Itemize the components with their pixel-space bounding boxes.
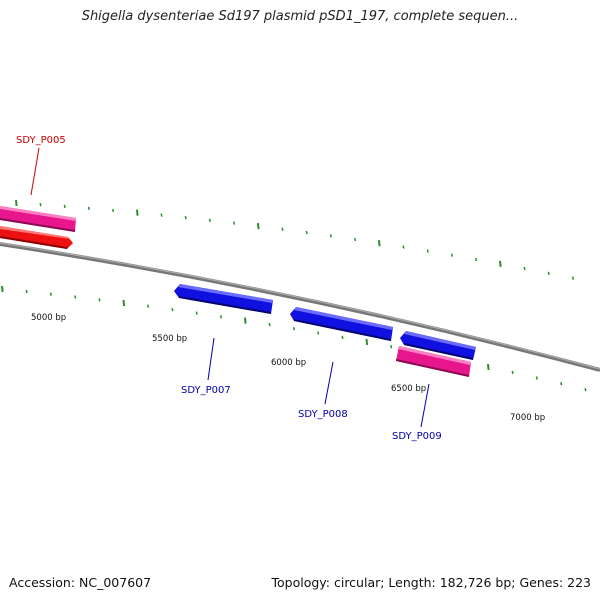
scale-label-5500: 5500 bp	[152, 334, 187, 344]
minor-tick	[511, 370, 514, 375]
minor-tick	[39, 202, 42, 207]
gene-sdy-p005[interactable]	[0, 206, 76, 232]
minor-tick	[25, 289, 28, 294]
major-tick	[244, 317, 247, 324]
minor-tick	[171, 307, 174, 312]
minor-tick	[87, 206, 90, 211]
plasmid-backbone	[0, 242, 600, 372]
minor-tick	[317, 331, 320, 335]
minor-tick	[292, 327, 295, 331]
minor-tick	[63, 204, 66, 209]
minor-tick	[547, 271, 550, 275]
minor-tick	[281, 227, 284, 231]
minor-tick	[49, 292, 52, 296]
scale-label-6000: 6000 bp	[271, 358, 306, 368]
minor-tick	[341, 335, 344, 340]
gene-label-sdy-p009[interactable]: SDY_P009	[392, 431, 442, 442]
gene-sdy-p009a[interactable]	[400, 331, 476, 360]
minor-tick	[160, 213, 163, 217]
minor-tick	[390, 345, 393, 349]
minor-tick	[98, 298, 101, 302]
topology-summary: Topology: circular; Length: 182,726 bp; …	[271, 575, 592, 590]
scale-label-6500: 6500 bp	[391, 384, 426, 394]
minor-tick	[450, 253, 453, 257]
major-tick	[487, 363, 490, 371]
minor-tick	[402, 245, 405, 249]
leader-line-sdy-p009	[420, 383, 430, 428]
minor-tick	[571, 276, 574, 280]
minor-tick	[523, 266, 526, 271]
major-tick	[136, 209, 139, 216]
gene-sdy-p005b[interactable]	[0, 226, 73, 249]
major-tick	[122, 299, 126, 307]
minor-tick	[195, 311, 198, 315]
major-tick	[365, 338, 369, 346]
major-tick	[499, 260, 502, 267]
minor-tick	[74, 295, 77, 299]
minor-tick	[426, 249, 429, 253]
minor-tick	[208, 218, 211, 222]
minor-tick	[147, 304, 150, 308]
minor-tick	[268, 322, 271, 327]
accession-text: Accession: NC_007607	[9, 575, 152, 590]
gene-sdy-p009[interactable]	[396, 346, 471, 377]
gene-label-sdy-p008[interactable]: SDY_P008	[298, 409, 348, 420]
major-tick	[378, 240, 381, 247]
minor-tick	[219, 315, 223, 319]
minor-tick	[584, 387, 587, 392]
scale-label-7000: 7000 bp	[510, 413, 545, 423]
minor-tick	[560, 382, 563, 386]
minor-tick	[354, 237, 357, 242]
scale-label-5000: 5000 bp	[31, 313, 66, 323]
minor-tick	[184, 215, 187, 220]
major-tick	[1, 285, 4, 293]
gene-sdy-p008[interactable]	[290, 307, 393, 341]
gene-sdy-p007[interactable]	[174, 284, 273, 314]
minor-tick	[535, 376, 538, 380]
leader-line-sdy-p005	[30, 147, 40, 196]
minor-tick	[329, 234, 332, 238]
map-title: Shigella dysenteriae Sd197 plasmid pSD1_…	[81, 9, 519, 24]
gene-label-sdy-p005[interactable]: SDY_P005	[16, 135, 66, 146]
leader-line-sdy-p008	[324, 361, 334, 405]
major-tick	[257, 223, 260, 230]
minor-tick	[112, 208, 115, 213]
minor-tick	[305, 230, 308, 235]
leader-line-sdy-p007	[207, 337, 215, 381]
minor-tick	[475, 257, 478, 262]
major-tick	[15, 199, 18, 207]
gene-label-sdy-p007[interactable]: SDY_P007	[181, 385, 231, 396]
minor-tick	[233, 221, 236, 225]
tick-row-inner	[1, 285, 587, 392]
tick-row-outer	[15, 199, 574, 280]
